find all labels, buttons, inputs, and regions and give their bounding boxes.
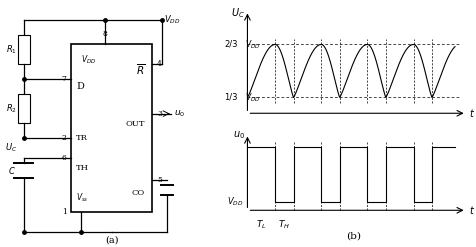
Text: (b): (b) [346,231,361,241]
Text: $R_1$: $R_1$ [6,43,17,56]
Text: $V_{DD}$: $V_{DD}$ [81,53,96,65]
Bar [18,94,30,124]
Text: 4: 4 [157,60,162,68]
Text: $t$: $t$ [469,204,475,216]
Text: 1/3: 1/3 [225,93,238,102]
Bar [18,35,30,64]
Text: 7: 7 [62,75,67,83]
Text: 6: 6 [62,154,67,162]
Text: CO: CO [132,189,145,197]
Text: $\overline{R}$: $\overline{R}$ [136,62,145,77]
Text: TH: TH [76,164,89,172]
Bar [71,44,152,212]
Text: $R_2$: $R_2$ [6,103,17,115]
Text: 5: 5 [157,176,162,184]
Text: $U_C$: $U_C$ [5,142,17,154]
Text: 2/3: 2/3 [225,40,238,49]
Text: $T_L$: $T_L$ [256,219,267,231]
Text: 8: 8 [103,30,108,38]
Text: 3: 3 [157,110,162,118]
Text: $u_0$: $u_0$ [233,129,245,141]
Text: D: D [76,82,84,91]
Text: $U_C$: $U_C$ [231,6,245,20]
Text: $t$: $t$ [469,107,475,119]
Text: (a): (a) [105,236,119,245]
Text: $V_{DD}$: $V_{DD}$ [164,14,181,26]
Text: TR: TR [76,134,88,142]
Text: $V_{DD}$: $V_{DD}$ [227,196,244,208]
Text: $V_{ss}$: $V_{ss}$ [76,191,89,204]
Text: $V_{DD}$: $V_{DD}$ [245,91,260,104]
Text: $T_H$: $T_H$ [278,219,290,231]
Text: 1: 1 [62,208,67,216]
Text: OUT: OUT [126,120,145,127]
Text: 2: 2 [62,134,67,142]
Text: $V_{DD}$: $V_{DD}$ [245,38,260,51]
Text: $u_0$: $u_0$ [174,108,185,119]
Text: $C$: $C$ [8,165,15,176]
